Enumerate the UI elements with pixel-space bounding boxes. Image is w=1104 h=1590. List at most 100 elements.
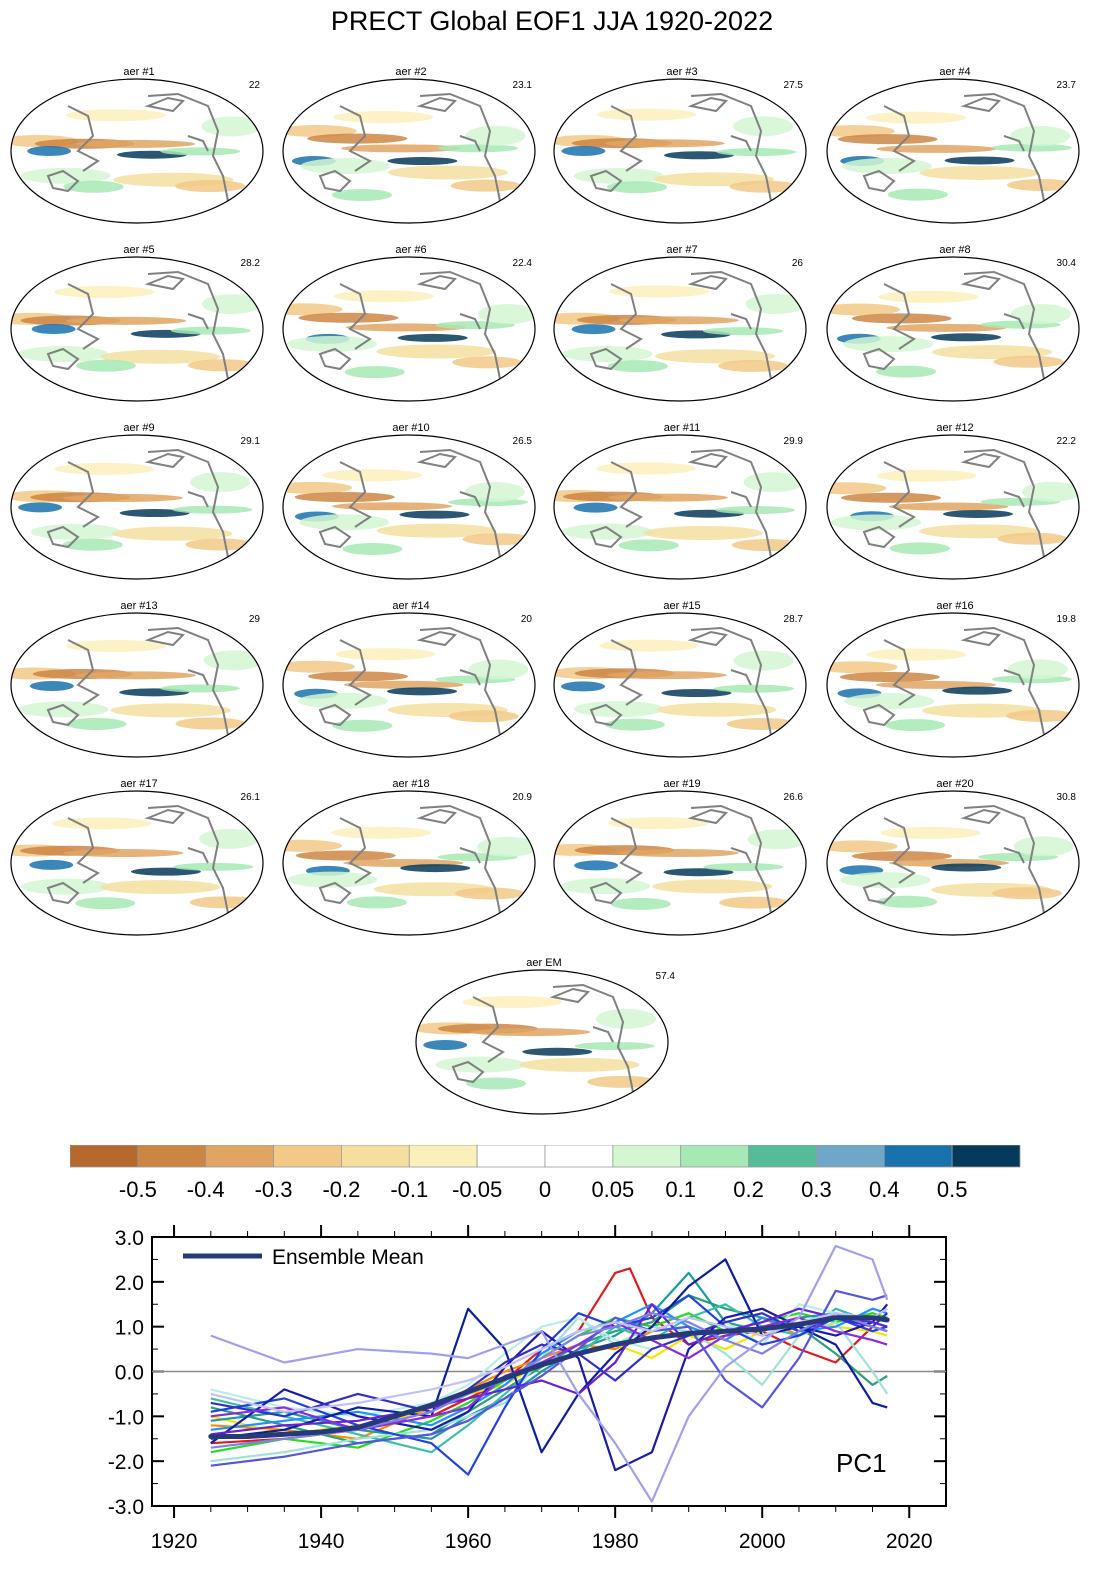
map-projection — [282, 78, 536, 224]
member-series-line — [210, 1312, 888, 1449]
map-panel-percent: 29 — [248, 614, 260, 625]
map-projection — [282, 434, 536, 580]
map-panel-percent: 26.6 — [783, 792, 803, 803]
colorbar-label: -0.3 — [255, 1177, 293, 1202]
map-projection — [826, 78, 1080, 224]
map-panel: aer #6 22.4 — [280, 244, 542, 404]
map-projection — [553, 790, 807, 936]
map-panel: aer #10 26.5 — [280, 422, 542, 582]
member-series-line — [210, 1289, 888, 1467]
map-panel: aer #19 26.6 — [551, 778, 813, 938]
y-tick-label: 3.0 — [115, 1227, 144, 1250]
map-panel: aer #12 22.2 — [824, 422, 1086, 582]
map-projection — [10, 612, 264, 758]
map-panel-percent: 23.1 — [512, 80, 532, 91]
map-panel-title: aer #5 — [123, 244, 155, 256]
map-panel-title: aer #10 — [392, 422, 430, 434]
colorbar-swatch — [612, 1145, 682, 1168]
colorbar-swatch — [883, 1145, 953, 1168]
y-tick-label: 1.0 — [115, 1317, 144, 1340]
colorbar: -0.5 -0.4 -0.3 -0.2 -0.1 -0.05 0 0.05 0.1 0.2 0.3 0… — [70, 1145, 1021, 1202]
colorbar-swatch — [137, 1145, 207, 1168]
map-panel-percent: 19.8 — [1056, 614, 1076, 625]
colorbar-label: 0.05 — [591, 1177, 634, 1202]
map-panel-title: aer #20 — [936, 778, 974, 790]
map-panel-title: aer #18 — [392, 778, 430, 790]
map-panel-title: aer #14 — [392, 600, 430, 612]
map-panel: aer #5 28.2 — [8, 244, 270, 404]
map-panel: aer #15 28.7 — [551, 600, 813, 760]
map-panel-percent: 26.5 — [512, 436, 532, 447]
colorbar-swatch — [680, 1145, 749, 1168]
map-panel-percent: 28.2 — [240, 258, 260, 269]
figure-title: PRECT Global EOF1 JJA 1920-2022 — [330, 6, 774, 36]
map-projection — [826, 612, 1080, 758]
map-panel-percent: 23.7 — [1056, 80, 1076, 91]
map-panel-title: aer #11 — [663, 422, 701, 434]
colorbar-swatch — [205, 1145, 274, 1168]
map-panel: aer #1 22 — [8, 66, 270, 226]
map-panel-title: aer #9 — [123, 422, 155, 434]
map-panel: aer #11 29.9 — [551, 422, 813, 582]
map-panel-title: aer #19 — [663, 778, 701, 790]
colorbar-label: 0 — [539, 1177, 551, 1202]
map-panel-title: aer #15 — [663, 600, 701, 612]
map-projection — [826, 434, 1080, 580]
colorbar-label: -0.1 — [390, 1177, 428, 1202]
member-series-line — [210, 1244, 889, 1503]
map-panel-percent: 22.2 — [1056, 436, 1076, 447]
map-panel-percent: 29.9 — [783, 436, 803, 447]
map-projection — [10, 790, 264, 936]
map-panel-percent: 22 — [248, 80, 260, 91]
map-projection — [282, 790, 536, 936]
map-projection — [10, 256, 264, 402]
legend-label: Ensemble Mean — [272, 1246, 424, 1269]
member-series-line — [210, 1307, 888, 1413]
colorbar-swatch — [544, 1145, 614, 1168]
map-panel-percent: 29.1 — [240, 436, 260, 447]
colorbar-label: -0.05 — [452, 1177, 502, 1202]
map-panel: aer #20 30.8 — [824, 778, 1086, 938]
map-projection — [10, 78, 264, 224]
map-projection — [826, 256, 1080, 402]
colorbar-label: 0.1 — [665, 1177, 696, 1202]
pc-annotation: PC1 — [836, 1448, 887, 1478]
x-tick-label: 1940 — [298, 1530, 345, 1553]
y-tick-label: -2.0 — [108, 1451, 144, 1474]
map-panel-title: aer #16 — [936, 600, 974, 612]
map-panel-title: aer #8 — [939, 244, 971, 256]
map-panel-title: aer #1 — [123, 66, 155, 78]
colorbar-label: 0.3 — [801, 1177, 832, 1202]
member-series-line — [210, 1303, 889, 1472]
colorbar-label: -0.4 — [187, 1177, 225, 1202]
y-tick-label: 2.0 — [115, 1272, 144, 1295]
colorbar-label: 0.5 — [937, 1177, 968, 1202]
map-panel: aer #3 27.5 — [551, 66, 813, 226]
map-panel-percent: 30.4 — [1056, 258, 1076, 269]
map-panel-title: aer #17 — [120, 778, 158, 790]
x-tick-label: 1920 — [151, 1530, 198, 1553]
colorbar-swatch — [748, 1145, 817, 1168]
ensemble-mean-line — [208, 1315, 890, 1439]
map-projection — [826, 790, 1080, 936]
x-tick-label: 2000 — [739, 1530, 786, 1553]
map-panel-title: aer #2 — [395, 66, 427, 78]
map-panel-percent: 57.4 — [655, 971, 675, 982]
map-panel: aer #7 26 — [551, 244, 813, 404]
map-panel-percent: 22.4 — [512, 258, 532, 269]
map-panel: aer #13 29 — [8, 600, 270, 760]
member-series-line — [210, 1303, 888, 1418]
colorbar-swatch — [476, 1145, 546, 1168]
map-panel-title: aer EM — [526, 957, 562, 969]
map-panel: aer #2 23.1 — [280, 66, 542, 226]
map-projection — [553, 78, 807, 224]
map-panel: aer #18 20.9 — [280, 778, 542, 938]
x-tick-label: 2020 — [886, 1530, 933, 1553]
colorbar-label: -0.5 — [119, 1177, 157, 1202]
pc1-timeseries-chart: 3.0 2.0 1.0 0.0 -1.0 -2.0 -3.0 1920 1940 1960 1980… — [108, 1225, 947, 1553]
map-panel: aer #9 29.1 — [8, 422, 270, 582]
y-tick-label: 0.0 — [115, 1362, 144, 1385]
x-tick-label: 1960 — [445, 1530, 492, 1553]
map-panel-title: aer #12 — [936, 422, 974, 434]
map-panel-percent: 28.7 — [783, 614, 803, 625]
